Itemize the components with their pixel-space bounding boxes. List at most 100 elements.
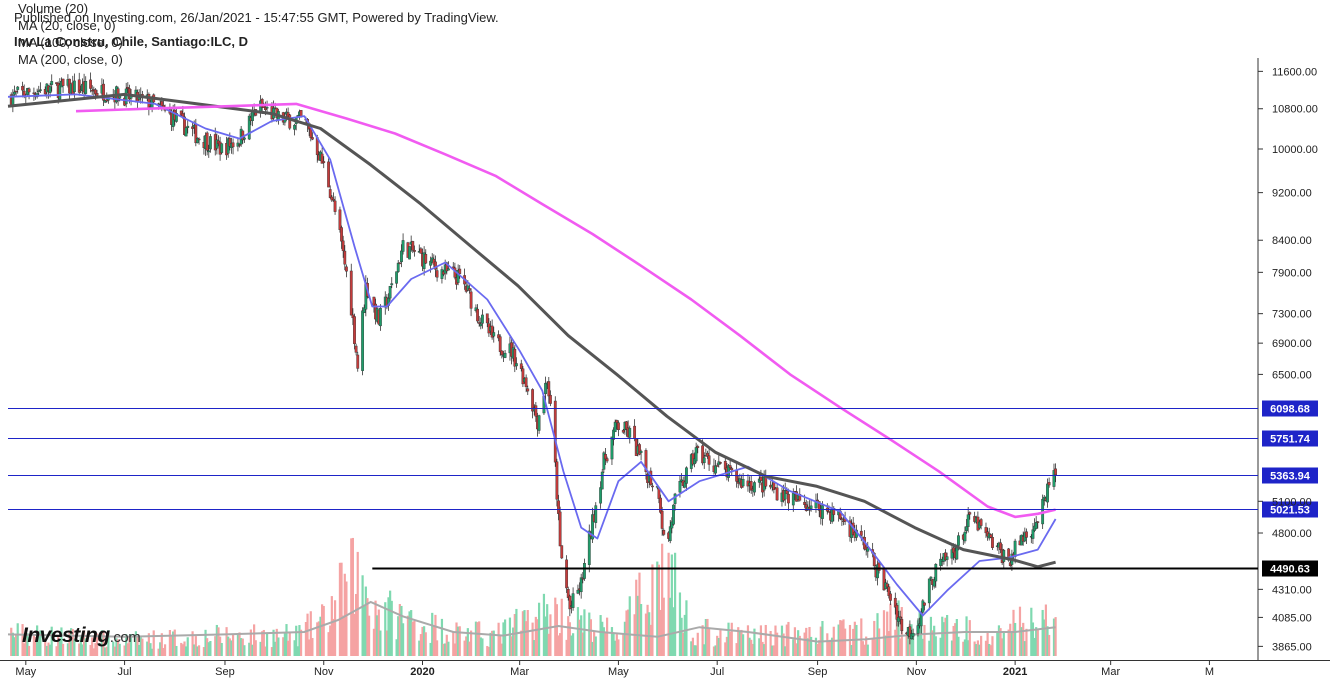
- candle-body: [32, 92, 36, 95]
- volume-bar: [146, 641, 149, 656]
- volume-bar: [356, 551, 359, 656]
- volume-bar: [840, 620, 843, 656]
- volume-bar: [332, 618, 335, 656]
- volume-bar: [32, 634, 36, 656]
- volume-bar: [157, 648, 160, 656]
- candle-body: [783, 490, 787, 500]
- candle-body: [468, 288, 471, 291]
- volume-bar: [513, 614, 516, 656]
- candle-body: [610, 436, 614, 460]
- volume-bar: [508, 617, 512, 656]
- candle-body: [576, 589, 580, 594]
- volume-bar: [34, 637, 37, 656]
- volume-bar: [534, 616, 537, 656]
- volume-bar: [742, 634, 745, 656]
- volume-bar: [13, 637, 16, 656]
- volume-bar: [466, 628, 469, 656]
- volume-bar: [865, 636, 868, 656]
- volume-bar: [183, 641, 186, 656]
- legend-ma20[interactable]: MA (20, close, 0): [18, 18, 116, 33]
- volume-bar: [296, 646, 299, 656]
- volume-bar: [163, 644, 167, 656]
- candle-body: [102, 83, 105, 101]
- candle-body: [503, 352, 507, 358]
- candle-body: [927, 578, 931, 604]
- volume-bar: [758, 638, 761, 656]
- candle-body: [605, 458, 609, 462]
- volume-bar: [317, 621, 320, 656]
- volume-bar: [831, 637, 834, 656]
- candle-body: [90, 90, 94, 92]
- volume-bar: [105, 646, 108, 656]
- candle-body: [571, 593, 575, 608]
- volume-bar: [463, 640, 466, 656]
- volume-bar: [622, 634, 625, 656]
- candle-body: [612, 429, 615, 440]
- volume-bar: [646, 604, 649, 656]
- y-tick-label: 8400.00: [1272, 235, 1312, 247]
- y-tick-label: 10800.00: [1272, 104, 1318, 116]
- volume-bar: [217, 627, 220, 656]
- volume-bar: [298, 625, 301, 656]
- volume-bar: [452, 631, 455, 656]
- candle-body: [701, 445, 705, 464]
- candle-body: [549, 394, 552, 404]
- volume-bar: [1044, 604, 1047, 656]
- candle-body: [898, 616, 902, 619]
- candle-body: [398, 262, 402, 265]
- candle-body: [537, 415, 541, 431]
- volume-bar: [408, 611, 411, 656]
- volume-bar: [367, 615, 371, 656]
- candle-body: [929, 576, 933, 579]
- volume-bar: [26, 633, 29, 656]
- volume-bar: [897, 600, 900, 656]
- volume-bar: [322, 605, 325, 656]
- volume-bar: [319, 616, 322, 656]
- volume-bar: [39, 630, 42, 656]
- volume-bar: [612, 632, 615, 656]
- candle-body: [895, 604, 899, 620]
- candle-body: [16, 86, 20, 90]
- legend-ma200[interactable]: MA (200, close, 0): [18, 52, 123, 67]
- volume-bar: [672, 607, 675, 656]
- candle-body: [390, 283, 394, 286]
- volume-bar: [525, 621, 528, 656]
- volume-bar: [220, 643, 223, 656]
- volume-bar: [1014, 622, 1017, 656]
- volume-bar: [45, 645, 48, 656]
- candle-body: [22, 90, 26, 96]
- candle-body: [356, 354, 360, 369]
- candle-body: [966, 514, 970, 527]
- legend-volume[interactable]: Volume (20): [18, 1, 89, 16]
- candle-body: [196, 137, 199, 144]
- volume-bar: [128, 636, 131, 656]
- candle-body: [183, 116, 186, 135]
- volume-bar: [272, 629, 275, 656]
- volume-bar: [282, 637, 285, 656]
- candle-body: [600, 471, 604, 490]
- volume-bar: [214, 636, 217, 656]
- volume-bar: [973, 641, 976, 656]
- candle-body: [602, 452, 606, 470]
- volume-bar: [727, 622, 730, 656]
- candle-body: [456, 269, 460, 283]
- volume-bar: [418, 640, 421, 656]
- legend-ma100[interactable]: MA (100, close, 0): [18, 35, 123, 50]
- volume-bar: [997, 625, 1001, 656]
- volume-bar: [669, 597, 672, 656]
- candle-body: [322, 161, 326, 163]
- candle-body: [13, 91, 16, 95]
- volume-bar: [952, 625, 955, 656]
- volume-bar: [764, 624, 767, 656]
- candle-body: [519, 363, 523, 369]
- volume-bar: [738, 631, 741, 656]
- volume-bar: [27, 645, 31, 656]
- volume-bar: [827, 641, 831, 656]
- candle-body: [124, 88, 128, 105]
- volume-bar: [980, 635, 983, 656]
- volume-bar: [316, 622, 319, 656]
- candle-body: [84, 81, 88, 94]
- volume-bar: [421, 626, 424, 656]
- candle-body: [311, 137, 314, 140]
